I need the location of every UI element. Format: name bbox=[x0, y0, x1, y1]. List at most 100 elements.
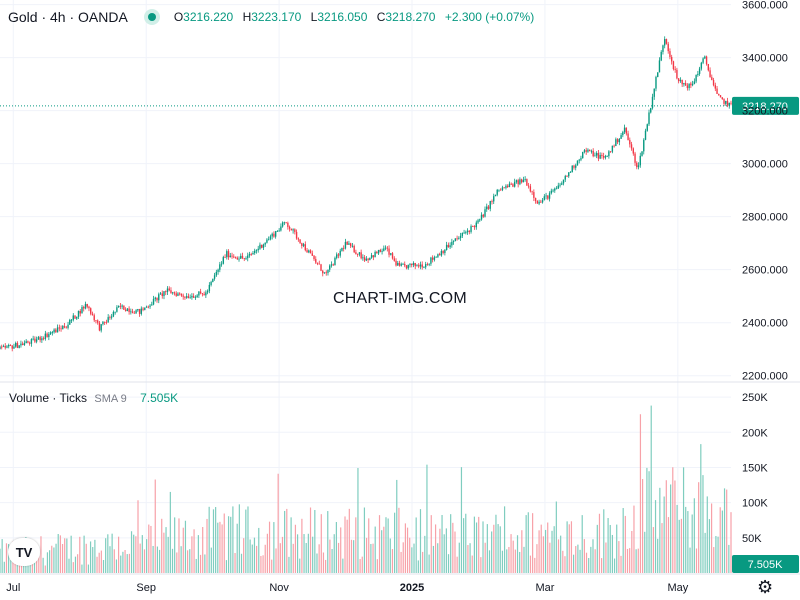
candle-body bbox=[438, 254, 441, 256]
candle-body bbox=[351, 245, 354, 247]
volume-bar bbox=[96, 556, 98, 573]
volume-bar bbox=[631, 530, 633, 573]
candle-body bbox=[716, 88, 718, 94]
volume-bar bbox=[417, 560, 419, 573]
candle-body bbox=[159, 293, 162, 295]
market-status-icon[interactable] bbox=[143, 9, 160, 25]
volume-bar bbox=[555, 501, 557, 573]
volume-bar bbox=[590, 546, 592, 573]
candle-body bbox=[124, 309, 127, 312]
candle-body bbox=[133, 312, 136, 314]
candle-body bbox=[114, 311, 116, 313]
candle-body bbox=[213, 275, 216, 279]
candle-body bbox=[309, 250, 312, 254]
candle-body bbox=[454, 238, 457, 242]
candle-body bbox=[220, 263, 223, 265]
volume-bar bbox=[512, 540, 514, 573]
candle-body bbox=[374, 252, 376, 258]
candle-body bbox=[96, 320, 99, 323]
candle-body bbox=[117, 305, 120, 308]
volume-bar bbox=[286, 508, 288, 573]
candle-body bbox=[475, 222, 477, 228]
volume-bar bbox=[516, 535, 519, 573]
candle-body bbox=[175, 293, 177, 296]
candle-body bbox=[217, 269, 219, 272]
volume-bar bbox=[325, 559, 327, 573]
volume-bar bbox=[251, 544, 253, 573]
candle-body bbox=[721, 97, 723, 100]
candle-body bbox=[287, 222, 289, 227]
candle-body bbox=[267, 239, 270, 241]
candle-body bbox=[449, 245, 451, 248]
candle-body bbox=[95, 320, 97, 322]
candle-body bbox=[426, 264, 429, 265]
volume-bar bbox=[400, 551, 402, 573]
candle-body bbox=[719, 95, 722, 98]
volume-bar bbox=[383, 526, 385, 573]
watermark: CHART-IMG.COM bbox=[333, 290, 467, 307]
volume-bar bbox=[404, 523, 406, 573]
ohlc-legend: O3216.220 H3223.170 L3216.050 C3218.270 … bbox=[174, 10, 534, 24]
volume-bar bbox=[473, 516, 475, 573]
volume-bar bbox=[318, 544, 320, 573]
volume-bar bbox=[411, 547, 413, 573]
volume-bar bbox=[605, 542, 607, 573]
volume-bar bbox=[508, 546, 510, 573]
volume-bar bbox=[189, 549, 191, 573]
volume-title[interactable]: Volume · Ticks bbox=[9, 391, 88, 405]
candle-body bbox=[547, 195, 549, 199]
volume-bar bbox=[184, 520, 187, 573]
candle-body bbox=[534, 197, 537, 201]
candle-body bbox=[712, 80, 715, 86]
symbol-title[interactable]: Gold · 4h · OANDA bbox=[8, 9, 128, 25]
candle-body bbox=[165, 291, 167, 293]
candle-body bbox=[245, 258, 247, 259]
candle-body bbox=[418, 265, 420, 267]
candle-body bbox=[264, 242, 266, 245]
candle-body bbox=[88, 306, 90, 309]
price-axis: 3600.000 3400.000 3200.000 3000.000 2800.000… bbox=[742, 0, 788, 383]
candle-body bbox=[323, 272, 326, 274]
candle-body bbox=[281, 222, 284, 227]
candle-body bbox=[445, 244, 448, 250]
candle-body bbox=[185, 296, 188, 298]
candle-body bbox=[18, 345, 20, 348]
volume-bar bbox=[350, 539, 353, 573]
candle-body bbox=[531, 191, 533, 193]
candle-body bbox=[613, 145, 615, 147]
candle-body bbox=[630, 144, 633, 149]
volume-bar bbox=[174, 517, 176, 573]
candle-body bbox=[170, 290, 172, 294]
volume-bar bbox=[572, 554, 575, 573]
candle-body bbox=[283, 222, 286, 224]
volume-bar bbox=[394, 512, 396, 573]
tradingview-logo-icon[interactable]: TV bbox=[8, 538, 40, 566]
candle-body bbox=[315, 259, 317, 263]
candle-body bbox=[501, 187, 504, 190]
volume-bar bbox=[566, 521, 568, 573]
candle-body bbox=[538, 201, 540, 204]
candle-body bbox=[34, 338, 36, 342]
candle-body bbox=[90, 308, 92, 314]
volume-bar bbox=[124, 550, 126, 573]
volume-bar bbox=[413, 543, 415, 573]
candle-body bbox=[53, 329, 55, 333]
volume-bar bbox=[484, 542, 486, 573]
candle-body bbox=[402, 264, 404, 265]
candle-body bbox=[634, 153, 636, 163]
volume-bar bbox=[176, 552, 178, 573]
candle-body bbox=[334, 257, 336, 266]
candle-body bbox=[461, 233, 464, 236]
candle-body bbox=[248, 254, 251, 256]
gear-icon[interactable]: ⚙ bbox=[757, 577, 774, 597]
volume-bar bbox=[48, 550, 51, 573]
candle-body bbox=[419, 264, 422, 267]
price-tick-label: 2600.000 bbox=[742, 265, 788, 277]
volume-bar bbox=[463, 518, 465, 573]
volume-bar bbox=[730, 512, 732, 573]
volume-bar bbox=[577, 544, 579, 573]
candle-body bbox=[32, 338, 34, 340]
volume-bar bbox=[469, 543, 471, 573]
volume-bar bbox=[486, 524, 488, 573]
